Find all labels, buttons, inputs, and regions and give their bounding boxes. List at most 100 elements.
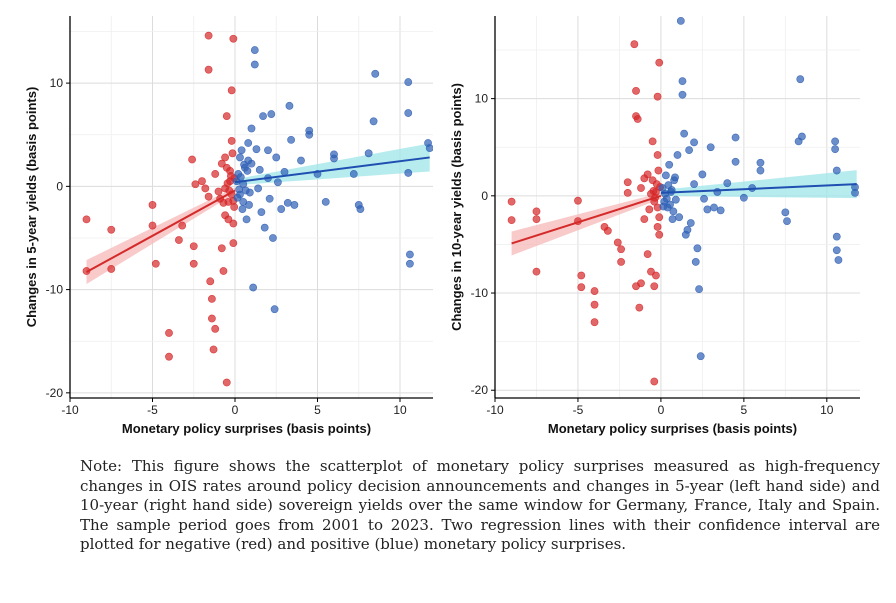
negative-surprise-point — [221, 153, 229, 162]
positive-surprise-point — [756, 158, 765, 167]
data-points — [507, 16, 859, 386]
positive-surprise-point — [285, 101, 294, 110]
negative-surprise-point — [532, 215, 541, 224]
positive-surprise-point — [404, 169, 413, 177]
positive-surprise-point — [237, 146, 246, 155]
positive-surprise-point — [238, 205, 247, 213]
negative-surprise-point — [217, 159, 226, 168]
negative-surprise-point — [577, 271, 586, 280]
positive-surprise-point — [369, 117, 378, 126]
x-tick-label: -5 — [147, 403, 158, 417]
positive-surprise-point — [425, 144, 433, 153]
figure-note: Note: This figure shows the scatterplot … — [80, 457, 880, 553]
positive-regression-line — [660, 183, 857, 194]
positive-surprise-point — [260, 223, 269, 232]
negative-surprise-point — [613, 238, 622, 247]
positive-surprise-point — [661, 171, 670, 180]
negative-surprise-point — [507, 216, 516, 225]
negative-surprise-point — [219, 198, 228, 207]
negative-surprise-point — [148, 221, 157, 230]
negative-surprise-point — [222, 378, 231, 387]
positive-surprise-point — [685, 146, 694, 155]
positive-surprise-point — [264, 146, 272, 155]
x-tick-label: -10 — [61, 403, 79, 417]
negative-surprise-point — [650, 282, 659, 291]
negative-surprise-point — [507, 197, 516, 206]
negative-surprise-point — [151, 259, 160, 268]
y-tick-label: -10 — [46, 283, 64, 297]
negative-surprise-point — [214, 187, 223, 196]
negative-surprise-point — [217, 244, 226, 253]
positive-surprise-point — [305, 126, 314, 135]
positive-surprise-point — [691, 258, 700, 266]
left-panel-5y: -10 -5 0 5 10 -20 -10 0 10 Monetary policy surpri… — [24, 16, 433, 436]
negative-surprise-point — [590, 287, 599, 295]
y-tick-label: 0 — [481, 189, 488, 203]
negative-surprise-point — [574, 196, 582, 205]
positive-surprise-point — [252, 145, 261, 154]
positive-surprise-point — [287, 135, 295, 144]
positive-surprise-point — [405, 259, 414, 268]
positive-surprise-point — [283, 198, 292, 207]
positive-surprise-point — [831, 145, 840, 154]
negative-surprise-point — [189, 242, 198, 251]
negative-surprise-point — [623, 178, 632, 187]
positive-surprise-point — [240, 160, 248, 169]
regression-lines — [86, 156, 430, 273]
negative-surprise-point — [206, 277, 215, 286]
positive-surprise-point — [710, 203, 718, 212]
negative-surprise-point — [650, 377, 659, 386]
negative-surprise-point — [222, 112, 231, 121]
negative-surprise-point — [223, 179, 232, 188]
negative-surprise-point — [207, 314, 216, 323]
positive-surprise-point — [690, 138, 698, 147]
positive-surprise-point — [666, 200, 674, 209]
negative-surprise-point — [653, 151, 662, 159]
positive-surprise-point — [731, 133, 740, 142]
x-tick-label: 5 — [314, 403, 321, 417]
y-tick-label: 10 — [475, 92, 489, 106]
positive-regression-line — [234, 156, 430, 184]
positive-surprise-point — [245, 201, 253, 209]
positive-surprise-point — [716, 206, 725, 215]
negative-surprise-point — [165, 329, 173, 337]
positive-surprise-point — [244, 139, 253, 147]
x-tick-label: 0 — [658, 403, 665, 417]
negative-surprise-point — [630, 40, 639, 49]
positive-surprise-point — [273, 178, 282, 187]
positive-surprise-point — [783, 217, 791, 225]
negative-surprise-point — [229, 239, 238, 248]
y-tick-label: -20 — [46, 386, 64, 400]
y-tick-label: 10 — [50, 76, 64, 90]
positive-surprise-point — [690, 180, 698, 189]
positive-surprise-point — [404, 78, 413, 86]
negative-surprise-point — [637, 184, 645, 192]
negative-surprise-point — [201, 184, 210, 193]
negative-regression-line — [86, 189, 236, 273]
positive-surprise-point — [330, 154, 338, 163]
negative-surprise-point — [204, 31, 213, 40]
negative-surprise-point — [590, 318, 599, 327]
negative-surprise-point — [617, 245, 625, 254]
positive-surprise-point — [297, 156, 305, 165]
positive-surprise-point — [356, 205, 365, 213]
negative-surprise-point — [219, 267, 228, 275]
positive-surprise-point — [693, 244, 702, 253]
negative-surprise-point — [211, 324, 220, 333]
positive-surprise-point — [781, 208, 790, 217]
negative-surprise-point — [198, 177, 206, 186]
positive-surprise-point — [364, 149, 373, 158]
negative-surprise-point — [653, 223, 662, 231]
negative-surprise-point — [590, 300, 599, 309]
negative-surprise-point — [107, 225, 116, 234]
positive-surprise-point — [247, 159, 256, 168]
right-panel-10y: -10 -5 0 5 10 -20 -10 0 10 Monetary policy surpri… — [449, 16, 860, 436]
positive-surprise-point — [669, 207, 678, 216]
negative-surprise-point — [207, 294, 216, 303]
positive-surprise-point — [678, 77, 687, 86]
x-tick-label: 0 — [232, 403, 239, 417]
negative-surprise-point — [655, 58, 664, 67]
positive-surprise-point — [250, 46, 259, 54]
positive-surprise-point — [798, 132, 806, 141]
positive-surprise-point — [235, 185, 244, 194]
